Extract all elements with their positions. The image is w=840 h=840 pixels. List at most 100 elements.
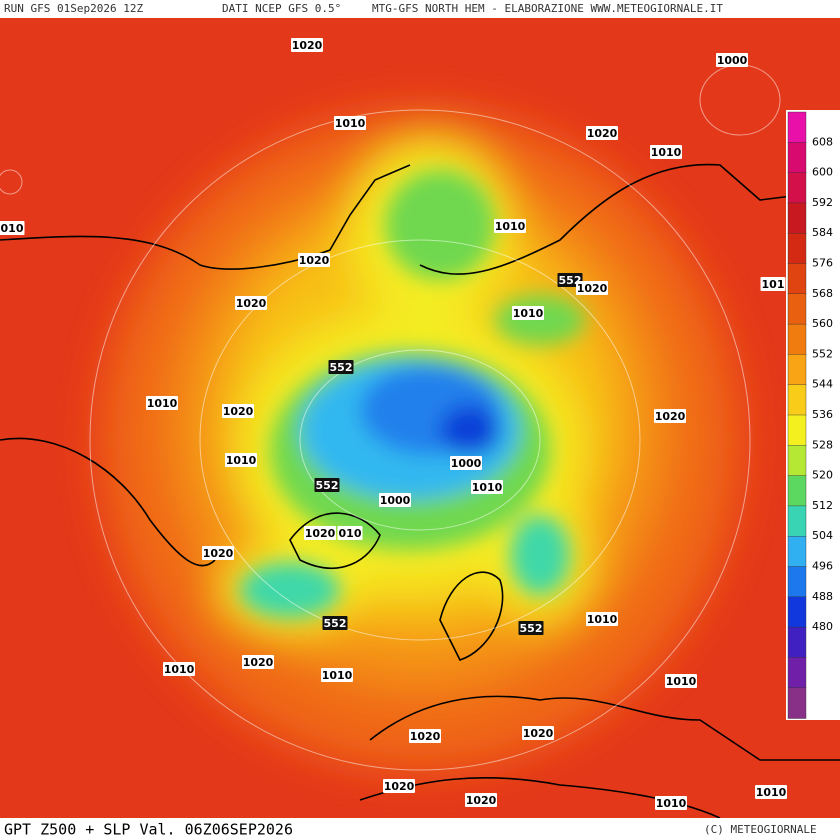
contour-label: 1010	[513, 307, 544, 320]
colorbar-label: 560	[812, 317, 833, 330]
contour-label: 010	[339, 527, 362, 540]
contour-label: 1010	[322, 669, 353, 682]
contour-label-box	[586, 126, 618, 140]
contour-label: 1020	[587, 127, 618, 140]
contour-label: 1010	[587, 613, 618, 626]
colorbar-label: 584	[812, 226, 833, 239]
contour-label-box	[334, 116, 366, 130]
colorbar-swatch	[787, 202, 807, 234]
contour-label-box	[512, 306, 544, 320]
colorbar-label: 528	[812, 438, 833, 451]
colorbar-swatch	[787, 626, 807, 659]
contour-label: 1020	[299, 254, 330, 267]
colorbar-label: 488	[812, 590, 833, 603]
colorbar-swatch	[787, 445, 807, 477]
contour-label-box	[650, 145, 682, 159]
contour-label: 1010	[335, 117, 366, 130]
contour-label: 1020	[384, 780, 415, 793]
contour-label: 1020	[655, 410, 686, 423]
contour-label: 1020	[236, 297, 267, 310]
contour-label-box	[465, 793, 497, 807]
colorbar-label: 504	[812, 529, 833, 542]
colorbar-swatch	[787, 323, 807, 356]
contour-label-box	[242, 655, 274, 669]
contour-label: 1020	[292, 39, 323, 52]
colorbar-swatch	[787, 596, 807, 628]
contour-label: 1010	[226, 454, 257, 467]
product-label: MTG-GFS NORTH HEM - ELABORAZIONE WWW.MET…	[372, 2, 723, 15]
colorbar-label: 544	[812, 378, 833, 391]
colorbar-swatch	[787, 354, 807, 386]
contour-label-box	[314, 478, 340, 492]
contour-label-box	[235, 296, 267, 310]
contour-label: 1010	[656, 797, 687, 810]
colorbar-swatch	[787, 505, 807, 537]
contour-label-box	[225, 453, 257, 467]
contour-label: 552	[559, 274, 582, 287]
contour-label-box	[383, 779, 415, 793]
contour-label: 1020	[203, 547, 234, 560]
contour-label: 101	[762, 278, 785, 291]
header-bar	[0, 0, 840, 18]
contour-label-box	[146, 396, 178, 410]
contour-label-box	[522, 726, 554, 740]
contour-label-box	[337, 526, 363, 540]
colorbar-swatch	[787, 384, 807, 416]
colorbar-swatch	[787, 293, 807, 325]
colorbar-swatch	[787, 414, 807, 446]
footer-bar	[0, 818, 840, 840]
contour-label-box	[0, 221, 25, 235]
colorbar-swatch	[787, 263, 807, 295]
colorbar-swatch	[787, 475, 807, 507]
contour-label: 1020	[523, 727, 554, 740]
contour-label-box	[665, 674, 697, 688]
footer-title: GPT Z500 + SLP Val. 06Z06SEP2026	[4, 821, 293, 839]
contour-label-box	[716, 53, 748, 67]
colorbar-label: 576	[812, 257, 833, 270]
contour-label-box	[655, 796, 687, 810]
colorbar-swatch	[787, 232, 807, 265]
colorbar-swatch	[787, 142, 807, 174]
contour-label-box	[760, 277, 786, 291]
contour-label: 1020	[466, 794, 497, 807]
contour-label-box	[163, 662, 195, 676]
contour-label: 1020	[410, 730, 441, 743]
run-label: RUN GFS 01Sep2026 12Z	[4, 2, 143, 15]
contour-label-box	[654, 409, 686, 423]
contour-label: 1010	[666, 675, 697, 688]
colorbar-label: 552	[812, 347, 833, 360]
contour-label-box	[471, 480, 503, 494]
colorbar-swatch	[787, 172, 807, 204]
contour-label: 552	[324, 617, 347, 630]
colorbar-label: 600	[812, 166, 833, 179]
colorbar-swatch	[787, 111, 807, 143]
colorbar-label: 512	[812, 499, 833, 512]
colorbar-swatch	[787, 536, 807, 568]
contour-label-box	[518, 621, 544, 635]
colorbar-label: 496	[812, 560, 833, 573]
contour-label-box	[409, 729, 441, 743]
contour-label-box	[298, 253, 330, 267]
contour-label: 1000	[380, 494, 411, 507]
contour-label: 1010	[472, 481, 503, 494]
colorbar-swatch	[787, 566, 807, 598]
contour-label: 552	[520, 622, 543, 635]
footer-credit: (C) METEOGIORNALE	[704, 823, 817, 836]
isobars	[0, 64, 781, 771]
contour-label: 1020	[577, 282, 608, 295]
contour-label-box	[322, 616, 348, 630]
contour-label: 1010	[495, 220, 526, 233]
source-label: DATI NCEP GFS 0.5°	[222, 2, 341, 15]
contour-label-box	[379, 493, 411, 507]
contour-label-box	[586, 612, 618, 626]
contour-label-box	[202, 546, 234, 560]
contour-label: 1000	[717, 54, 748, 67]
contour-label-box	[304, 526, 336, 540]
colorbar-label: 592	[812, 196, 833, 209]
contour-label: 552	[330, 361, 353, 374]
colorbar-label: 480	[812, 620, 833, 633]
contour-label-box	[755, 785, 787, 799]
contour-label: 552	[316, 479, 339, 492]
contour-label-box	[576, 281, 608, 295]
